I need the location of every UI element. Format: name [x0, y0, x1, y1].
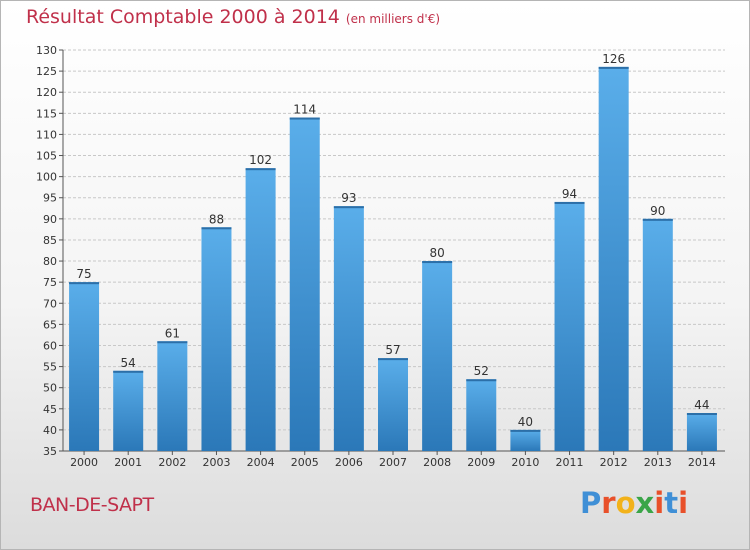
y-tick-label: 130: [36, 44, 57, 57]
bar: [69, 282, 100, 451]
bar: [510, 429, 541, 451]
bar-top-edge: [157, 341, 188, 344]
bar-top-edge: [642, 218, 673, 221]
y-tick-label: 55: [43, 361, 57, 374]
bar: [157, 341, 188, 451]
data-label: 57: [385, 343, 400, 357]
y-tick-label: 85: [43, 234, 57, 247]
bar-top-edge: [201, 227, 232, 230]
y-tick-label: 50: [43, 382, 57, 395]
x-tick-label: 2011: [556, 456, 584, 469]
y-tick-label: 115: [36, 107, 57, 120]
y-tick-label: 75: [43, 276, 57, 289]
x-tick-label: 2013: [644, 456, 672, 469]
y-tick-label: 70: [43, 297, 57, 310]
y-tick-label: 100: [36, 171, 57, 184]
logo-letter: P: [580, 486, 602, 520]
bar-top-edge: [289, 117, 320, 120]
x-tick-label: 2005: [291, 456, 319, 469]
y-tick-label: 120: [36, 86, 57, 99]
x-tick-label: 2003: [202, 456, 230, 469]
bar: [333, 206, 364, 451]
data-label: 40: [518, 415, 533, 429]
bar-top-edge: [113, 370, 144, 373]
y-tick-label: 110: [36, 128, 57, 141]
data-label: 90: [650, 204, 665, 218]
bar-top-edge: [69, 282, 100, 285]
data-label: 80: [429, 246, 444, 260]
bar: [686, 413, 717, 451]
chart-title-text: Résultat Comptable 2000 à 2014: [26, 6, 340, 28]
logo-letter: t: [664, 486, 679, 520]
data-label: 102: [249, 153, 272, 167]
bar-top-edge: [245, 168, 276, 171]
x-tick-label: 2009: [467, 456, 495, 469]
data-label: 44: [694, 398, 709, 412]
chart-title: Résultat Comptable 2000 à 2014 (en millie…: [26, 6, 440, 28]
x-tick-label: 2014: [688, 456, 716, 469]
bar: [598, 66, 629, 451]
bar: [642, 218, 673, 451]
bar-top-edge: [598, 66, 629, 69]
bar-top-edge: [422, 261, 453, 264]
bar: [466, 379, 497, 451]
bar-top-edge: [686, 413, 717, 416]
logo-letter: x: [635, 486, 655, 520]
bar-top-edge: [378, 358, 408, 361]
data-label: 54: [121, 356, 136, 370]
bar: [245, 168, 276, 452]
y-tick-label: 65: [43, 318, 57, 331]
x-tick-label: 2008: [423, 456, 451, 469]
bar: [554, 201, 585, 451]
data-label: 94: [562, 187, 577, 201]
data-label: 88: [209, 212, 224, 226]
y-tick-label: 90: [43, 213, 57, 226]
x-tick-label: 2004: [247, 456, 275, 469]
x-tick-label: 2000: [70, 456, 98, 469]
city-name: BAN-DE-SAPT: [30, 494, 154, 516]
bar: [113, 370, 144, 451]
bar: [289, 117, 320, 452]
x-tick-label: 2010: [511, 456, 539, 469]
bar: [201, 227, 232, 451]
x-tick-label: 2002: [158, 456, 186, 469]
proxiti-logo: Proxiti: [580, 486, 688, 520]
y-tick-label: 40: [43, 424, 57, 437]
bar-top-edge: [466, 379, 497, 382]
bar: [422, 261, 453, 451]
bar: [378, 358, 408, 451]
y-tick-label: 95: [43, 192, 57, 205]
x-tick-label: 2007: [379, 456, 407, 469]
logo-letter: r: [601, 486, 616, 520]
logo-letter: o: [615, 486, 636, 520]
data-label: 61: [165, 326, 180, 340]
chart-subtitle: (en milliers d'€): [345, 12, 441, 26]
data-label: 126: [602, 52, 625, 66]
logo-letter: i: [678, 486, 689, 520]
y-tick-label: 80: [43, 255, 57, 268]
y-tick-label: 125: [36, 65, 57, 78]
y-tick-label: 105: [36, 150, 57, 163]
bar-top-edge: [333, 206, 364, 209]
x-tick-label: 2012: [600, 456, 628, 469]
x-tick-label: 2001: [114, 456, 142, 469]
data-label: 52: [474, 364, 489, 378]
x-tick-label: 2006: [335, 456, 363, 469]
data-label: 93: [341, 191, 356, 205]
bar-top-edge: [510, 429, 541, 432]
bar-top-edge: [554, 201, 585, 204]
logo-letter: i: [654, 486, 665, 520]
y-tick-label: 35: [43, 445, 57, 458]
data-label: 114: [293, 103, 316, 117]
y-tick-label: 45: [43, 403, 57, 416]
y-tick-label: 60: [43, 339, 57, 352]
data-label: 75: [76, 267, 91, 281]
